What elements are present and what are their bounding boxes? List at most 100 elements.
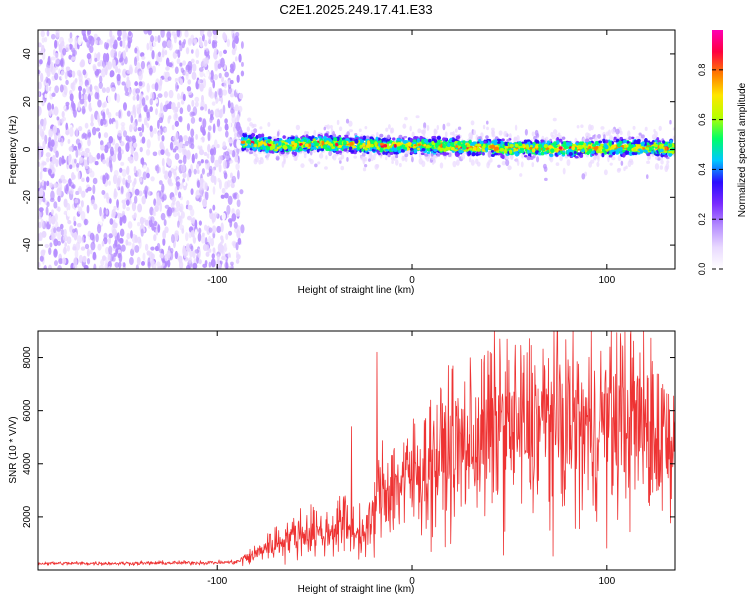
heatmap-band-cell [630, 144, 634, 149]
heatmap-noise-cell [50, 139, 55, 147]
heatmap-band-cell [254, 139, 258, 144]
heatmap-band-cell [402, 140, 408, 144]
heatmap-band-cell [279, 148, 283, 151]
heatmap-band-cell [348, 149, 352, 153]
heatmap-band-cell [385, 127, 389, 132]
heatmap-noise-cell [169, 141, 174, 151]
heatmap-band-cell [290, 136, 295, 140]
heatmap-noise-cell [221, 77, 224, 83]
heatmap-noise-cell [63, 246, 67, 255]
heatmap-noise-cell [84, 243, 90, 250]
heatmap-noise-cell [53, 183, 59, 189]
heatmap-noise-cell [162, 230, 167, 240]
heatmap-band-cell [497, 164, 501, 168]
heatmap-noise-cell [128, 156, 134, 164]
heatmap-noise-cell [231, 48, 236, 56]
heatmap-band-cell [668, 152, 673, 157]
heatmap-noise-cell [108, 180, 111, 186]
heatmap-noise-cell [98, 39, 103, 45]
heatmap-noise-cell [146, 138, 151, 149]
heatmap-noise-cell [177, 101, 181, 109]
heatmap-noise-cell [72, 243, 77, 251]
heatmap-band-cell [470, 120, 475, 126]
heatmap-noise-cell [166, 103, 172, 110]
heatmap-band-cell [460, 153, 466, 160]
heatmap-noise-cell [90, 121, 94, 127]
heatmap-noise-cell [102, 52, 107, 63]
heatmap-band-cell [663, 150, 668, 154]
heatmap-band-cell [394, 151, 399, 155]
heatmap-band-cell [310, 142, 315, 146]
heatmap-noise-cell [73, 145, 78, 151]
heatmap-noise-cell [157, 51, 162, 58]
heatmap-band-cell [514, 136, 518, 143]
heatmap-band-cell [602, 148, 606, 153]
heatmap-noise-cell [45, 82, 50, 92]
heatmap-noise-cell [163, 170, 169, 180]
heatmap-noise-cell [174, 66, 179, 75]
heatmap-noise-cell [212, 30, 218, 35]
heatmap-noise-cell [177, 220, 180, 228]
heatmap-band-cell [417, 147, 421, 151]
heatmap-band-cell [455, 135, 461, 140]
heatmap-band-cell [529, 145, 533, 148]
heatmap-noise-cell [154, 35, 158, 43]
heatmap-band-cell [358, 128, 362, 133]
heatmap-noise-cell [74, 249, 79, 259]
heatmap-noise-cell [203, 151, 208, 157]
heatmap-noise-cell [182, 145, 186, 154]
heatmap-noise-cell [54, 213, 58, 222]
heatmap-noise-cell [136, 168, 142, 178]
heatmap-noise-cell [194, 219, 198, 229]
heatmap-band-cell [396, 146, 401, 151]
heatmap-band-cell [349, 138, 353, 141]
heatmap-band-cell [407, 142, 412, 147]
heatmap-band-cell [559, 155, 563, 162]
heatmap-noise-cell [143, 124, 147, 135]
heatmap-noise-cell [205, 244, 210, 252]
heatmap-noise-cell [108, 245, 113, 255]
heatmap-noise-cell [212, 204, 216, 211]
heatmap-noise-cell [187, 79, 192, 85]
heatmap-noise-cell [74, 158, 77, 164]
heatmap-noise-cell [197, 79, 201, 84]
heatmap-band-cell [656, 137, 660, 141]
heatmap-noise-cell [38, 69, 41, 75]
heatmap-noise-cell [222, 256, 227, 261]
heatmap-band-cell [309, 159, 314, 165]
heatmap-noise-cell [125, 191, 131, 199]
heatmap-band-cell [646, 160, 651, 164]
heatmap-band-cell [305, 131, 309, 135]
heatmap-band-cell [420, 129, 425, 135]
heatmap-noise-cell [127, 179, 132, 184]
heatmap-band-cell [557, 132, 561, 136]
heatmap-noise-cell [105, 86, 111, 94]
heatmap-band-cell [543, 144, 549, 148]
heatmap-noise-cell [134, 188, 140, 196]
snr-x-tick-label: 0 [409, 576, 415, 587]
heatmap-noise-cell [176, 58, 181, 65]
heatmap-noise-cell [138, 176, 143, 183]
heatmap-noise-cell [146, 250, 151, 256]
heatmap-band-cell [348, 120, 353, 127]
heatmap-noise-cell [218, 88, 223, 99]
heatmap-noise-cell [87, 95, 91, 101]
heatmap-noise-cell [219, 155, 223, 162]
heatmap-noise-cell [65, 44, 70, 52]
heatmap-noise-cell [136, 93, 140, 102]
heatmap-band-cell [620, 160, 624, 166]
heatmap-noise-cell [46, 201, 50, 208]
heatmap-band-cell [427, 138, 432, 143]
heatmap-band-cell [499, 147, 505, 152]
heatmap-noise-cell [226, 154, 231, 162]
heatmap-noise-cell [86, 204, 90, 214]
heatmap-noise-cell [88, 151, 92, 158]
heatmap-noise-cell [127, 30, 132, 37]
heatmap-noise-cell [102, 175, 106, 185]
heatmap-noise-cell [146, 82, 150, 93]
heatmap-noise-cell [48, 128, 53, 138]
heatmap-noise-cell [195, 48, 200, 59]
heatmap-noise-cell [108, 266, 111, 269]
heatmap-band-cell [295, 124, 301, 131]
